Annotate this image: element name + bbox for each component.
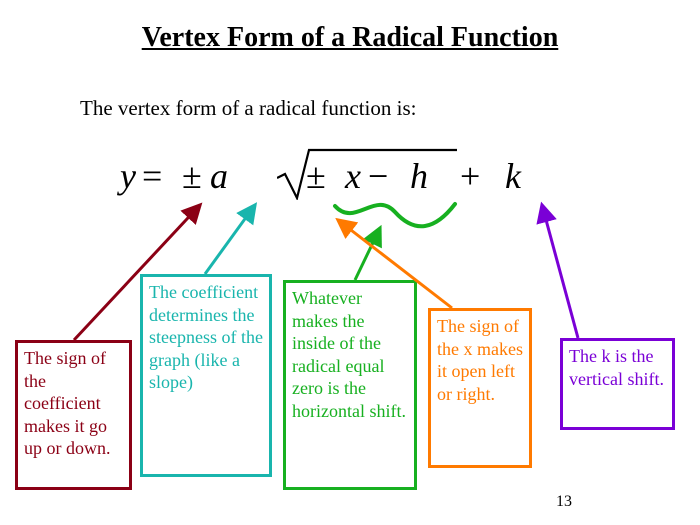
annotation-inside-zero: Whatever makes the inside of the radical… — [283, 280, 417, 490]
page-title: Vertex Form of a Radical Function — [0, 22, 700, 54]
annotation-text: Whatever makes the inside of the radical… — [292, 288, 406, 421]
formula-a: a — [210, 155, 228, 197]
annotation-sign-coef: The sign of the coefficient makes it go … — [15, 340, 132, 490]
annotation-sign-x: The sign of the x makes it open left or … — [428, 308, 532, 468]
annotation-text: The coefficient determines the steepness… — [149, 282, 263, 392]
annotation-text: The sign of the x makes it open left or … — [437, 316, 523, 404]
slide: Vertex Form of a Radical Function The ve… — [0, 0, 700, 525]
squiggle-icon — [330, 198, 460, 238]
page-number: 13 — [556, 493, 572, 511]
formula-eq: = — [142, 155, 162, 197]
formula-y: y — [120, 155, 136, 197]
formula-k: k — [505, 155, 521, 197]
formula-pm1: ± — [182, 155, 202, 197]
annotation-k-vert: The k is the vertical shift. — [560, 338, 675, 430]
arrow-coef-steep — [205, 205, 255, 274]
annotation-text: The sign of the coefficient makes it go … — [24, 348, 111, 458]
radical-icon — [277, 148, 477, 200]
annotation-coef-steep: The coefficient determines the steepness… — [140, 274, 272, 477]
arrow-k-vert — [542, 205, 578, 338]
annotation-text: The k is the vertical shift. — [569, 346, 664, 389]
subtitle-text: The vertex form of a radical function is… — [80, 96, 416, 121]
